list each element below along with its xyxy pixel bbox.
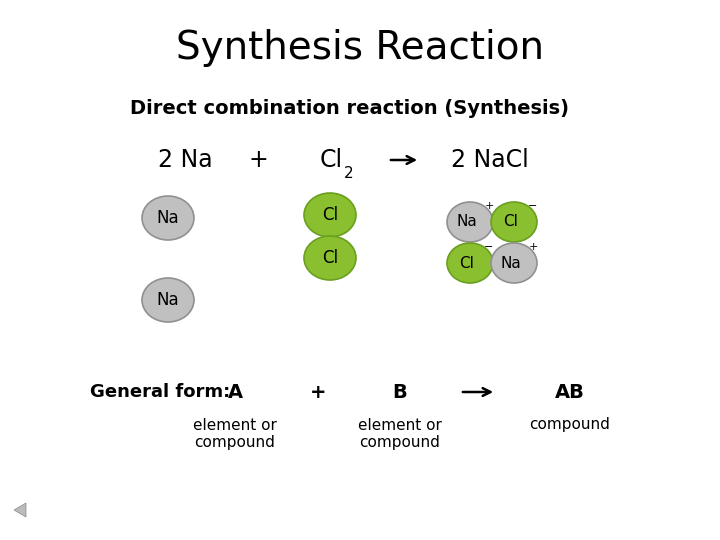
Polygon shape xyxy=(14,503,26,517)
Text: AB: AB xyxy=(555,382,585,402)
Text: element or: element or xyxy=(358,417,442,433)
Text: Synthesis Reaction: Synthesis Reaction xyxy=(176,29,544,67)
Text: +: + xyxy=(528,242,538,252)
Text: Direct combination reaction (Synthesis): Direct combination reaction (Synthesis) xyxy=(130,98,569,118)
Ellipse shape xyxy=(304,236,356,280)
Text: Cl: Cl xyxy=(320,148,343,172)
Ellipse shape xyxy=(491,202,537,242)
Ellipse shape xyxy=(491,243,537,283)
Text: −: − xyxy=(485,242,494,252)
Text: 2 Na: 2 Na xyxy=(158,148,212,172)
Text: B: B xyxy=(392,382,408,402)
Text: Na: Na xyxy=(157,291,179,309)
Text: Na: Na xyxy=(157,209,179,227)
Text: −: − xyxy=(528,201,538,211)
Text: Na: Na xyxy=(456,214,477,230)
Text: 2: 2 xyxy=(344,166,354,181)
Text: General form:: General form: xyxy=(90,383,230,401)
Text: +: + xyxy=(310,382,326,402)
Ellipse shape xyxy=(142,196,194,240)
Text: Cl: Cl xyxy=(322,249,338,267)
Ellipse shape xyxy=(447,243,493,283)
Ellipse shape xyxy=(447,202,493,242)
Text: Cl: Cl xyxy=(459,255,474,271)
Text: A: A xyxy=(228,382,243,402)
Text: 2 NaCl: 2 NaCl xyxy=(451,148,529,172)
Text: Cl: Cl xyxy=(503,214,518,230)
Text: element or: element or xyxy=(193,417,277,433)
Text: compound: compound xyxy=(194,435,276,450)
Text: compound: compound xyxy=(530,417,611,433)
Text: Cl: Cl xyxy=(322,206,338,224)
Text: Na: Na xyxy=(500,255,521,271)
Text: +: + xyxy=(248,148,268,172)
Ellipse shape xyxy=(304,193,356,237)
Ellipse shape xyxy=(142,278,194,322)
Text: compound: compound xyxy=(359,435,441,450)
Text: +: + xyxy=(485,201,494,211)
